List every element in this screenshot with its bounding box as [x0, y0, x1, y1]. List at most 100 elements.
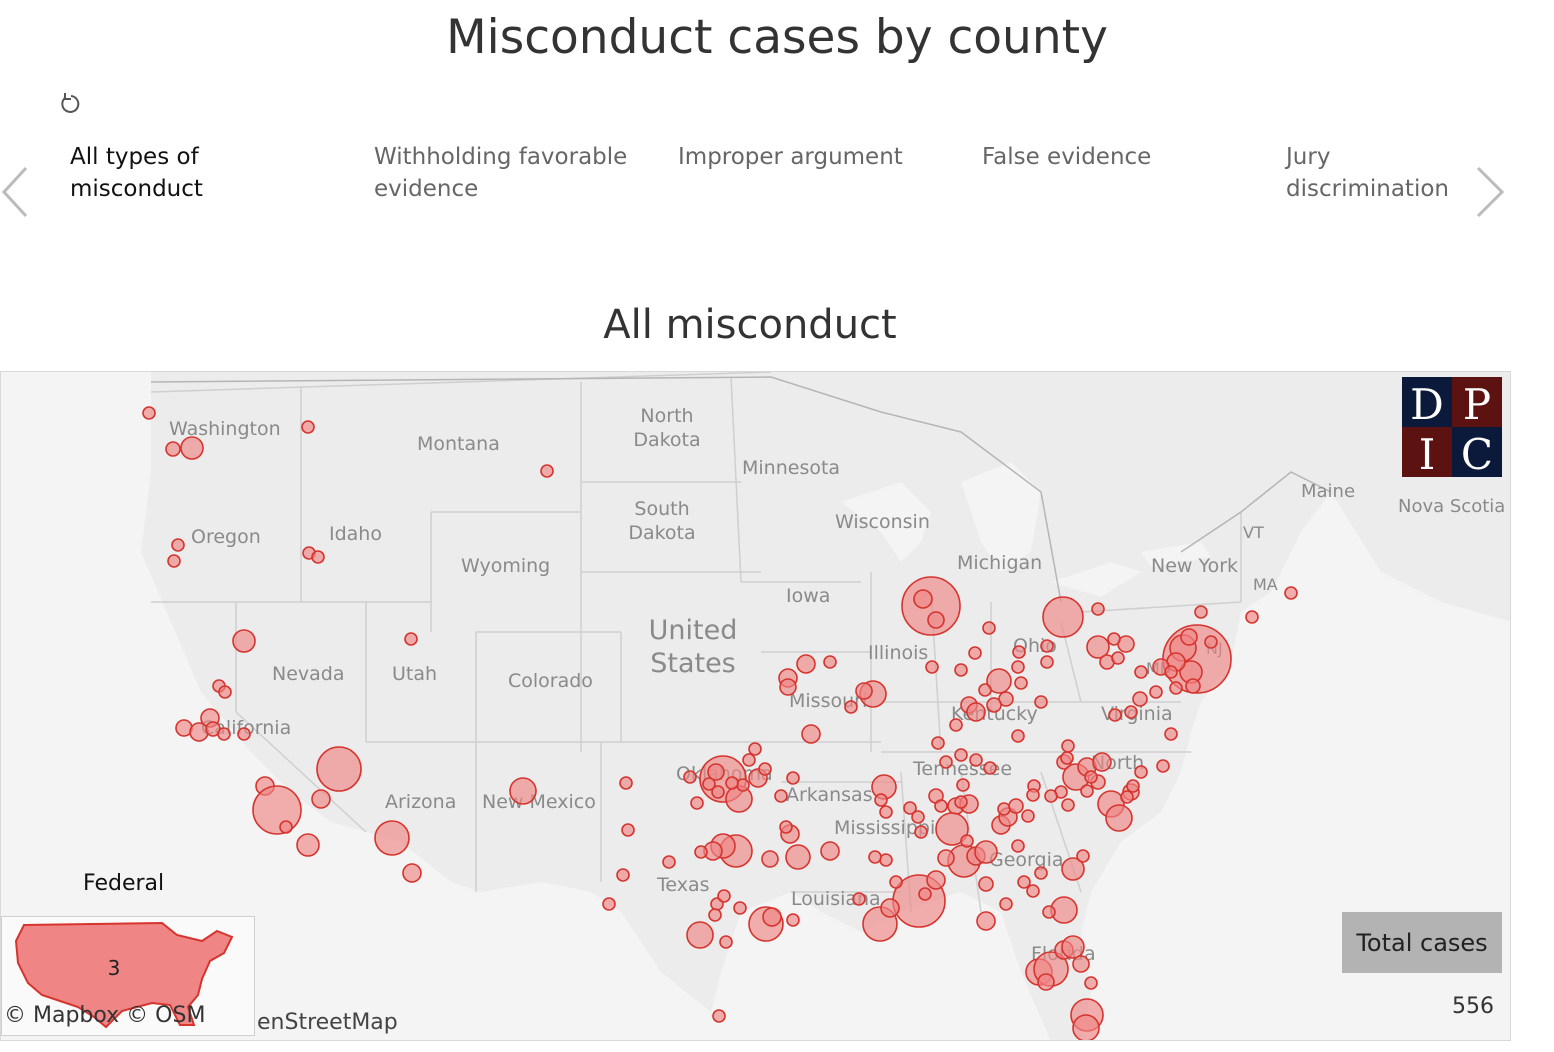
county-bubble[interactable]: [1084, 770, 1098, 784]
county-bubble[interactable]: [786, 771, 800, 785]
county-bubble[interactable]: [998, 691, 1014, 707]
county-bubble[interactable]: [686, 921, 714, 949]
county-bubble[interactable]: [712, 1009, 726, 1023]
county-bubble[interactable]: [934, 799, 948, 813]
county-bubble[interactable]: [796, 654, 816, 674]
county-bubble[interactable]: [742, 753, 756, 767]
county-bubble[interactable]: [316, 746, 362, 792]
county-bubble[interactable]: [879, 853, 893, 867]
county-bubble[interactable]: [1061, 857, 1085, 881]
county-bubble[interactable]: [232, 629, 256, 653]
county-bubble[interactable]: [1149, 685, 1163, 699]
county-bubble[interactable]: [167, 554, 181, 568]
county-bubble[interactable]: [1061, 798, 1075, 812]
county-bubble[interactable]: [1072, 955, 1090, 973]
county-bubble[interactable]: [762, 907, 782, 927]
county-bubble[interactable]: [1111, 651, 1125, 665]
county-bubble[interactable]: [1034, 866, 1048, 880]
county-bubble[interactable]: [999, 897, 1013, 911]
county-bubble[interactable]: [927, 611, 945, 629]
county-bubble[interactable]: [1042, 596, 1084, 638]
county-bubble[interactable]: [1014, 676, 1028, 690]
county-bubble[interactable]: [913, 589, 933, 609]
legend-total-cases[interactable]: Total cases: [1342, 912, 1502, 973]
county-bubble[interactable]: [1194, 605, 1208, 619]
county-bubble[interactable]: [911, 810, 925, 824]
county-bubble[interactable]: [960, 834, 974, 848]
county-bubble[interactable]: [509, 777, 537, 805]
county-bubble[interactable]: [1164, 665, 1178, 679]
county-bubble[interactable]: [311, 789, 331, 809]
county-bubble[interactable]: [820, 841, 840, 861]
county-bubble[interactable]: [976, 911, 996, 931]
county-bubble[interactable]: [997, 802, 1011, 816]
county-bubble[interactable]: [852, 892, 866, 906]
county-bubble[interactable]: [966, 702, 986, 722]
county-bubble[interactable]: [879, 805, 893, 819]
county-bubble[interactable]: [621, 823, 635, 837]
county-bubble[interactable]: [779, 820, 793, 834]
county-bubble[interactable]: [1044, 789, 1058, 803]
county-bubble[interactable]: [779, 678, 797, 696]
county-bubble[interactable]: [404, 632, 418, 646]
county-bubble[interactable]: [180, 436, 204, 460]
county-bubble[interactable]: [1084, 976, 1098, 990]
county-bubble[interactable]: [956, 778, 970, 792]
county-bubble[interactable]: [1061, 739, 1075, 753]
tab-improper-argument[interactable]: Improper argument: [678, 144, 903, 170]
county-bubble[interactable]: [954, 663, 968, 677]
tab-jury-discrimination[interactable]: Jury discrimination: [1286, 144, 1449, 202]
county-bubble[interactable]: [707, 763, 725, 781]
county-bubble[interactable]: [758, 762, 772, 776]
county-bubble[interactable]: [954, 748, 968, 762]
county-bubble[interactable]: [982, 621, 996, 635]
reset-icon[interactable]: [56, 88, 86, 118]
county-bubble[interactable]: [1245, 610, 1259, 624]
county-bubble[interactable]: [1026, 788, 1040, 802]
county-bubble[interactable]: [683, 770, 697, 784]
county-bubble[interactable]: [1134, 765, 1148, 779]
county-bubble[interactable]: [774, 789, 788, 803]
county-bubble[interactable]: [874, 793, 888, 807]
map-attribution[interactable]: © Mapbox © OSM: [4, 1003, 206, 1028]
county-bubble[interactable]: [801, 724, 821, 744]
county-bubble[interactable]: [142, 406, 156, 420]
county-bubble[interactable]: [1092, 752, 1112, 772]
county-bubble[interactable]: [974, 840, 998, 864]
county-bubble[interactable]: [619, 776, 633, 790]
county-bubble[interactable]: [937, 849, 955, 867]
county-bubble[interactable]: [986, 668, 1012, 694]
county-bubble[interactable]: [901, 576, 961, 636]
county-bubble[interactable]: [926, 870, 946, 890]
county-bubble[interactable]: [171, 538, 185, 552]
county-bubble[interactable]: [711, 785, 725, 799]
county-bubble[interactable]: [1011, 729, 1025, 743]
county-bubble[interactable]: [1037, 973, 1055, 991]
county-bubble[interactable]: [1185, 678, 1201, 694]
county-bubble[interactable]: [785, 844, 811, 870]
county-bubble[interactable]: [931, 736, 945, 750]
county-bubble[interactable]: [1076, 849, 1090, 863]
county-bubble[interactable]: [662, 855, 676, 869]
county-bubble[interactable]: [237, 727, 251, 741]
county-bubble[interactable]: [1072, 1014, 1100, 1041]
county-bubble[interactable]: [311, 550, 325, 564]
county-bubble[interactable]: [1180, 628, 1198, 646]
county-bubble[interactable]: [903, 801, 917, 815]
county-bubble[interactable]: [1108, 708, 1122, 722]
county-bubble[interactable]: [1021, 809, 1035, 823]
county-bubble[interactable]: [1086, 635, 1110, 659]
county-bubble[interactable]: [702, 777, 716, 791]
county-bubble[interactable]: [1132, 691, 1148, 707]
chevron-left-icon[interactable]: [0, 160, 40, 220]
county-bubble[interactable]: [748, 742, 762, 756]
county-bubble[interactable]: [969, 753, 983, 767]
county-bubble[interactable]: [1169, 681, 1183, 695]
map-attribution-extra[interactable]: enStreetMap: [257, 1010, 398, 1035]
county-bubble[interactable]: [918, 887, 932, 901]
county-bubble[interactable]: [717, 889, 731, 903]
county-bubble[interactable]: [1107, 632, 1121, 646]
county-bubble[interactable]: [954, 795, 968, 809]
county-bubble[interactable]: [949, 718, 963, 732]
county-bubble[interactable]: [733, 901, 747, 915]
